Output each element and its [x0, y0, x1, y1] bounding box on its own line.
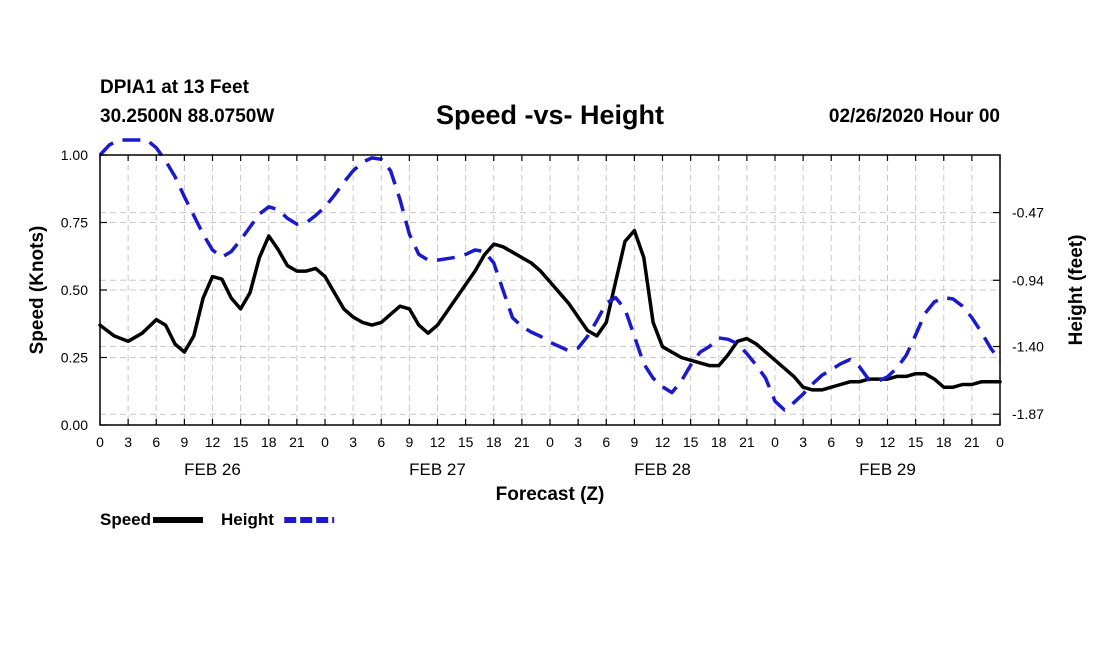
x-tick-label: 0 — [321, 434, 329, 450]
axes: 0 3 6 9 12 15 18 21 0 3 6 9 12 15 18 21 0 3 6 9 12 15 18 21 0 3 6 9… — [61, 147, 1044, 479]
x-tick-label: 21 — [514, 434, 530, 450]
y2-tick-label: -1.87 — [1012, 406, 1044, 422]
x-tick-label: 18 — [936, 434, 952, 450]
day-label: FEB 26 — [184, 460, 241, 479]
x-tick-label: 15 — [908, 434, 924, 450]
y-tick-label: 1.00 — [61, 147, 88, 163]
day-label: FEB 27 — [409, 460, 466, 479]
y-tick-label: 0.50 — [61, 282, 88, 298]
y-axis-label: Speed (Knots) — [27, 226, 48, 355]
x-tick-label: 21 — [289, 434, 305, 450]
x-tick-label: 6 — [377, 434, 385, 450]
x-tick-label: 18 — [486, 434, 502, 450]
x-tick-label: 21 — [964, 434, 980, 450]
x-tick-label: 12 — [655, 434, 671, 450]
x-tick-label: 0 — [771, 434, 779, 450]
x-tick-label: 6 — [152, 434, 160, 450]
x-tick-label: 18 — [711, 434, 727, 450]
x-tick-label: 9 — [855, 434, 863, 450]
x-tick-label: 12 — [430, 434, 446, 450]
x-tick-label: 15 — [233, 434, 249, 450]
x-tick-label: 9 — [630, 434, 638, 450]
y-tick-label: 0.00 — [61, 417, 88, 433]
y2-tick-label: -0.47 — [1012, 205, 1044, 221]
x-tick-label: 18 — [261, 434, 277, 450]
day-label: FEB 28 — [634, 460, 691, 479]
legend: Speed Height — [100, 510, 335, 529]
x-tick-label: 12 — [880, 434, 896, 450]
x-tick-label: 0 — [546, 434, 554, 450]
y2-tick-label: -0.94 — [1012, 272, 1044, 288]
x-tick-label: 6 — [827, 434, 835, 450]
forecast-date-label: 02/26/2020 Hour 00 — [828, 106, 1000, 127]
y2-axis-label: Height (feet) — [1066, 235, 1087, 346]
height-series-line — [98, 138, 1002, 412]
coordinates-label: 30.2500N 88.0750W — [100, 106, 275, 127]
y2-tick-label: -1.40 — [1012, 339, 1044, 355]
x-tick-label: 9 — [405, 434, 413, 450]
day-label: FEB 29 — [859, 460, 916, 479]
x-tick-label: 3 — [799, 434, 807, 450]
y-tick-label: 0.75 — [61, 215, 88, 231]
x-tick-label: 3 — [574, 434, 582, 450]
x-tick-label: 6 — [602, 434, 610, 450]
series-lines — [98, 138, 1002, 412]
x-tick-label: 12 — [205, 434, 221, 450]
speed-series-line — [98, 228, 1002, 392]
x-tick-label: 0 — [996, 434, 1004, 450]
x-tick-label: 15 — [458, 434, 474, 450]
x-tick-label: 9 — [180, 434, 188, 450]
speed-legend-label: Speed — [100, 510, 151, 529]
x-tick-label: 0 — [96, 434, 104, 450]
x-tick-label: 3 — [124, 434, 132, 450]
y-tick-label: 0.25 — [61, 350, 88, 366]
x-tick-label: 3 — [349, 434, 357, 450]
x-tick-label: 15 — [683, 434, 699, 450]
chart-title: Speed -vs- Height — [435, 100, 665, 130]
height-legend-label: Height — [221, 510, 274, 529]
station-label: DPIA1 at 13 Feet — [100, 77, 249, 98]
x-axis-label: Forecast (Z) — [496, 484, 605, 505]
grid-lines — [100, 155, 1000, 425]
x-tick-label: 21 — [739, 434, 755, 450]
